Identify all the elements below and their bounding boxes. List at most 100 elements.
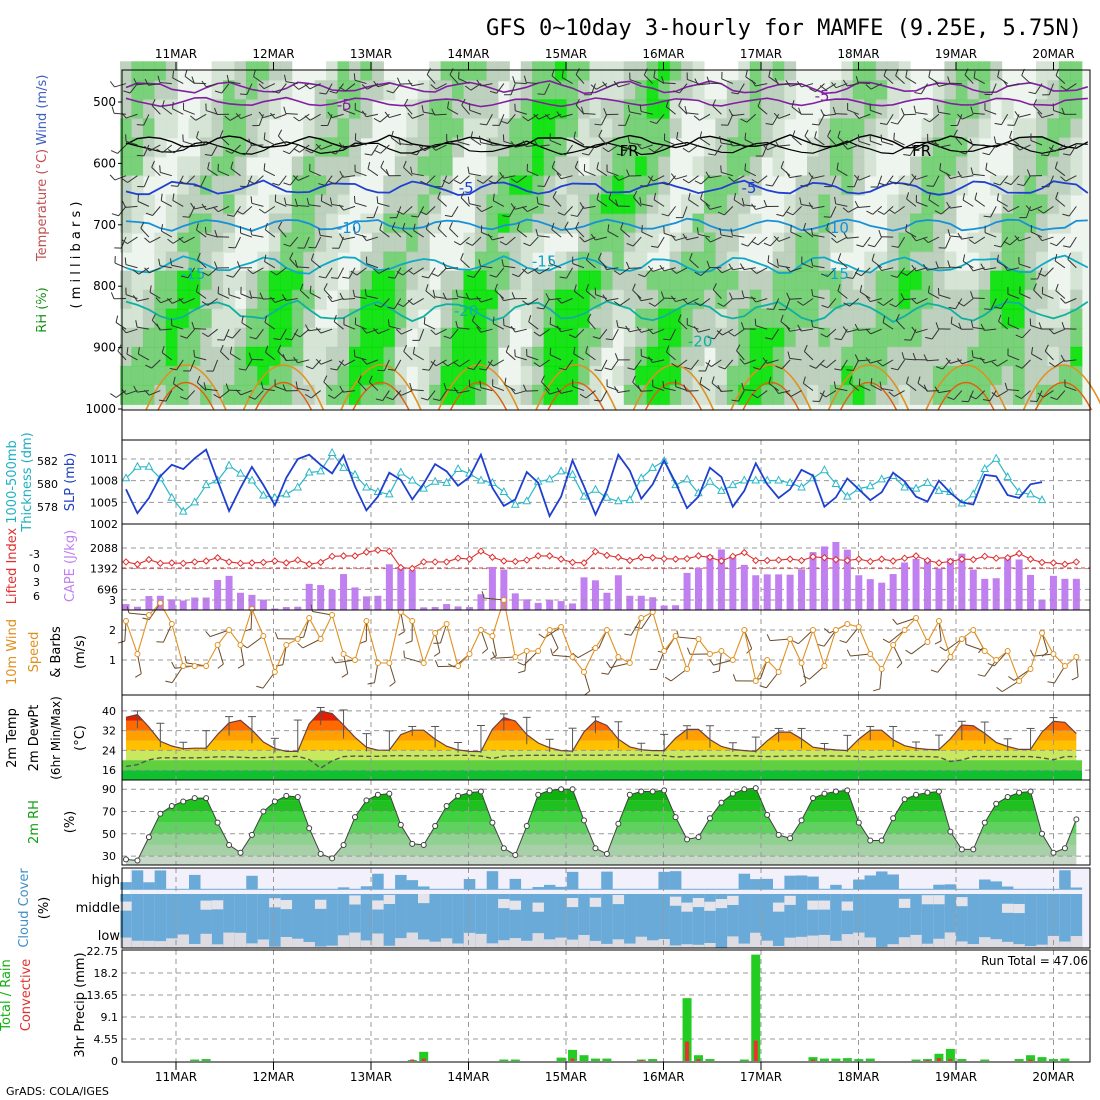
upper-wind-barb (469, 386, 482, 392)
upper-wind-barb-feather (878, 229, 882, 237)
rh-cell (1058, 213, 1071, 234)
upper-wind-barb-feather (522, 140, 527, 147)
cape-bar (133, 606, 141, 610)
upper-wind-barb (551, 229, 562, 238)
upper-wind-barb (575, 74, 585, 84)
upper-wind-barb-feather (811, 123, 820, 126)
surface-wind-barb (544, 626, 562, 639)
rh-cell (841, 61, 854, 82)
upper-wind-barb-feather (398, 136, 401, 144)
rh-cell (383, 194, 396, 215)
rh-cell (578, 270, 590, 291)
temp-contour-25 (535, 364, 617, 411)
upper-wind-barb (963, 298, 974, 307)
day-label-bottom: 12MAR (252, 1070, 294, 1084)
wind-speed-point (878, 666, 885, 672)
upper-wind-barb-feather (596, 162, 599, 170)
cloud-low-gap (303, 941, 315, 948)
rh-cell (669, 80, 682, 101)
upper-wind-barb-feather (970, 320, 974, 328)
rh-cell (1013, 346, 1026, 367)
rh-cell (669, 327, 682, 348)
surface-wind-barb-feather (184, 655, 187, 664)
rh-cell (326, 232, 339, 253)
upper-wind-barb (254, 175, 264, 185)
cloud-low-gap (418, 939, 430, 948)
upper-wind-barb-feather (476, 179, 484, 184)
upper-wind-barb (815, 359, 825, 369)
rh-cell (120, 61, 132, 82)
upper-wind-barb-feather (489, 90, 497, 94)
upper-wind-barb (401, 390, 413, 396)
upper-wind-barb (620, 228, 631, 238)
rh-point (729, 790, 736, 797)
upper-wind-barb-feather (305, 324, 310, 331)
upper-wind-barb-feather (235, 112, 242, 119)
upper-wind-barb (997, 76, 1008, 84)
rh-cell (978, 118, 991, 139)
upper-wind-barb (1053, 328, 1066, 335)
surface-wind-barb (656, 650, 665, 670)
rh-cell (589, 156, 602, 177)
rh-cell (658, 213, 671, 234)
rh-cell (211, 289, 224, 310)
rh-cell (532, 80, 545, 101)
upper-wind-barb (255, 328, 264, 340)
upper-wind-barb (757, 390, 768, 399)
rh-cell (371, 308, 384, 329)
upper-wind-barb-feather (993, 244, 1001, 248)
rh-cell (474, 365, 487, 386)
rh-cell (784, 61, 797, 82)
surface-wind-barb (770, 638, 791, 642)
upper-wind-barb (652, 359, 665, 363)
precip-tick-label: 18.2 (94, 967, 119, 980)
upper-wind-barb-feather (984, 308, 992, 310)
rh-cell (486, 80, 499, 101)
rh-cell (165, 327, 178, 348)
rh-cell (268, 99, 281, 120)
cloud-high-cell (944, 884, 957, 890)
upper-wind-barb (527, 267, 539, 274)
rh-cell (543, 213, 556, 234)
upper-wind-barb-feather (780, 314, 784, 322)
upper-wind-barb (493, 200, 505, 207)
upper-wind-barb-feather (137, 347, 140, 355)
upper-wind-barb (172, 199, 184, 207)
rh-cell (383, 232, 396, 253)
rh-cell (715, 365, 728, 386)
upper-wind-barb-feather (160, 224, 164, 232)
cloud-high-cell (841, 888, 854, 890)
upper-wind-barb-feather (598, 129, 603, 137)
temperature-axis-label: Temperature (°C) (35, 149, 50, 262)
rh-point (1061, 845, 1068, 852)
upper-wind-barb-feather (133, 385, 138, 393)
rh-cell (612, 270, 625, 291)
rh-cell (223, 118, 236, 139)
rh-cell (761, 61, 774, 82)
rh-cell (555, 61, 568, 82)
rh-cell (543, 327, 556, 348)
upper-wind-barb-feather (706, 76, 710, 84)
cloud-high-cell (727, 888, 739, 890)
upper-wind-barb (724, 359, 734, 370)
cloud-low-cell (566, 920, 579, 948)
surface-wind-barb-feather (205, 630, 211, 637)
cloud-low-cell (772, 920, 785, 948)
upper-wind-barb (858, 82, 871, 85)
upper-wind-barb (699, 113, 711, 121)
rh-cell (795, 384, 808, 405)
upper-wind-barb (723, 298, 734, 307)
rh-cell (440, 270, 453, 291)
rh-cell (944, 194, 957, 215)
wind-speed-point (455, 663, 462, 669)
rh-cell (566, 289, 579, 310)
rh-cell (211, 327, 224, 348)
upper-wind-barb (600, 114, 608, 126)
minmax-axis-label: (6hr Min/Max) (49, 696, 63, 780)
rh-point (168, 802, 175, 809)
wind-speed-point (615, 654, 622, 660)
cape-bar (374, 595, 382, 610)
rh-cell (394, 270, 407, 291)
upper-wind-barb (812, 175, 825, 179)
rh-cell (818, 156, 831, 177)
